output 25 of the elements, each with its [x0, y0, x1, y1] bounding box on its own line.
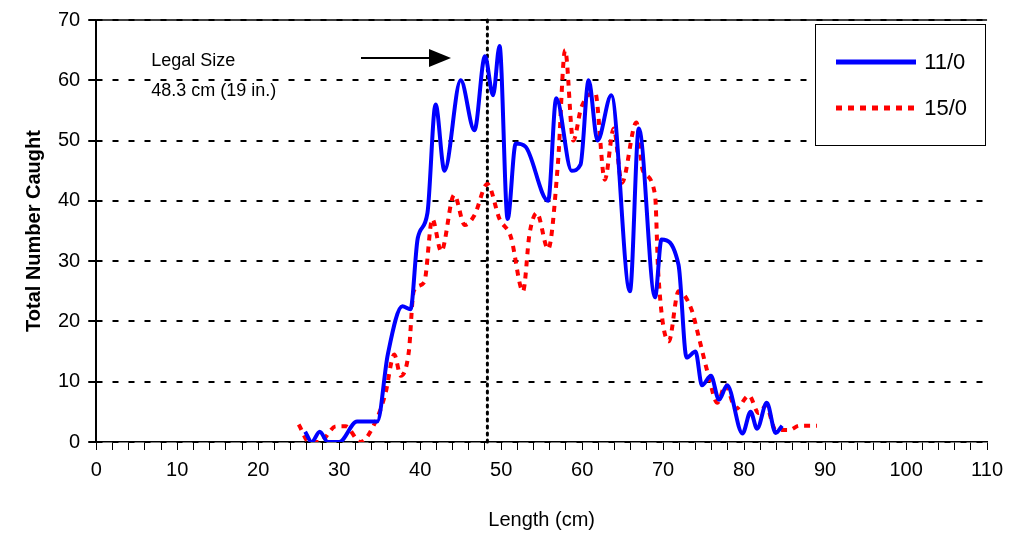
annotation: Legal Size 48.3 cm (19 in.) — [151, 49, 277, 100]
legend-label: 15/0 — [924, 95, 967, 121]
y-tick-label: 20 — [58, 308, 81, 331]
x-tick-label: 110 — [971, 457, 1003, 480]
y-tick-label: 70 — [58, 7, 81, 30]
y-axis-title: Total Number Caught — [21, 129, 44, 332]
x-tick-label: 90 — [813, 457, 837, 480]
x-tick-label: 20 — [247, 457, 270, 480]
y-tick-label: 0 — [69, 429, 81, 452]
x-tick-label: 70 — [652, 457, 675, 480]
y-tick-label: 30 — [58, 248, 81, 271]
x-axis-title: Length (cm) — [488, 507, 596, 530]
x-tick-label: 60 — [571, 457, 594, 480]
y-tick-label: 60 — [58, 67, 81, 90]
x-tick-label: 10 — [166, 457, 189, 480]
legend-label: 11/0 — [924, 49, 966, 75]
x-tick-label: 50 — [490, 457, 513, 480]
y-tick-label: 50 — [58, 128, 81, 151]
x-tick-label: 30 — [328, 457, 351, 480]
y-tick-label: 40 — [58, 188, 81, 211]
x-tick-label: 40 — [409, 457, 432, 480]
x-tick-label: 100 — [889, 457, 923, 480]
x-tick-label: 80 — [732, 457, 756, 480]
y-tick-label: 10 — [58, 369, 81, 392]
x-tick-label: 0 — [90, 457, 102, 480]
